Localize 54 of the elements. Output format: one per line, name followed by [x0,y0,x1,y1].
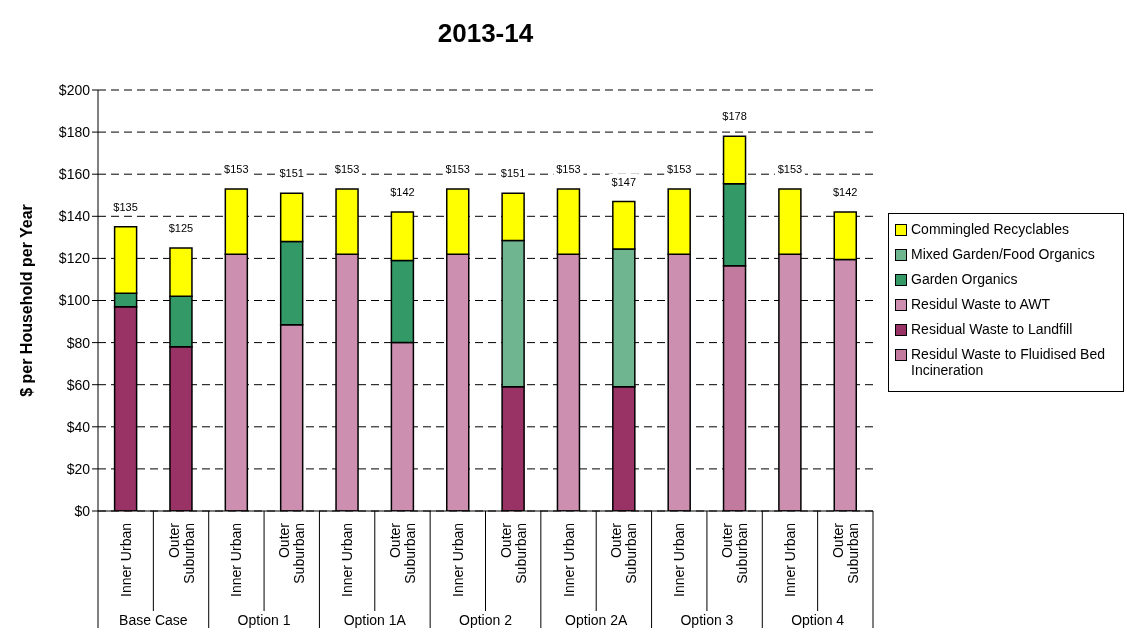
legend-label: Residul Waste to AWT [911,296,1051,312]
y-tick-label: $160 [58,166,91,183]
x-tick-label: Outer Suburban [276,522,308,584]
y-tick-label: $60 [66,376,91,393]
text: Option 1A [343,612,407,628]
y-tick-label: $0 [74,502,91,519]
y-tick-label: $120 [58,250,91,267]
text: Base Case [119,612,188,628]
x-tick-label: Inner Urban [449,523,466,597]
legend-label: Residul Waste to Fluidised Bed Incineration [911,346,1107,378]
x-tick-label: Inner Urban [228,523,245,597]
total-label: $151 [500,167,526,180]
y-tick-label: $40 [66,418,91,435]
y-tick-label: $20 [66,460,91,477]
total-label: $153 [445,162,470,175]
total-label: $153 [334,162,360,175]
y-tick-label: $200 [58,81,91,98]
y-tick-label: $80 [66,334,91,351]
total-label: $178 [722,110,747,123]
legend-label: Residual Waste to Landfill [911,321,1073,337]
legend-label: Garden Organics [911,271,1018,287]
legend-label: Mixed Garden/Food Organics [911,246,1095,262]
total-label: $125 [168,221,194,234]
total-label: $153 [777,162,803,175]
x-tick-label: Inner Urban [339,523,356,597]
text: Option 1 [237,612,291,628]
total-label: $147 [611,175,637,188]
text: Option 3 [680,612,734,628]
x-tick-label: Inner Urban [781,523,798,597]
y-axis-title: $ per Household per Year [17,204,35,397]
x-tick-label: Inner Urban [117,523,134,597]
x-tick-label: Inner Urban [560,523,577,597]
total-label: $142 [833,186,858,199]
y-tick-label: $180 [58,124,91,141]
text: Option 4 [791,612,845,628]
text: Option 2A [565,612,629,628]
text: Option 2 [459,612,513,628]
total-label: $142 [390,186,415,199]
total-label: $153 [224,162,249,175]
total-label: $153 [666,162,692,175]
y-tick-label: $100 [58,292,91,309]
x-tick-label: Outer Suburban [165,522,197,584]
x-tick-label: Inner Urban [671,523,688,597]
x-tick-label: Outer Suburban [719,522,751,584]
total-label: $153 [556,162,581,175]
legend-label: Commingled Recyclables [911,221,1069,237]
total-label: $151 [279,167,304,180]
y-tick-label: $140 [58,208,91,225]
x-tick-label: Outer Suburban [608,522,640,584]
x-tick-label: Outer Suburban [497,522,529,584]
x-tick-label: Outer Suburban [386,522,418,584]
total-label: $135 [113,200,138,213]
chart-title: 2013-14 [436,18,535,49]
x-tick-label: Outer Suburban [829,522,861,584]
